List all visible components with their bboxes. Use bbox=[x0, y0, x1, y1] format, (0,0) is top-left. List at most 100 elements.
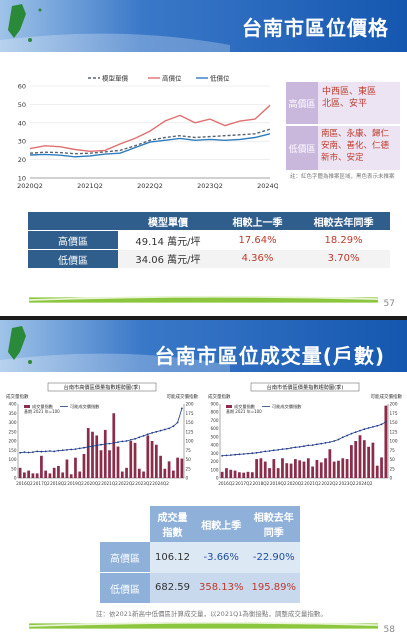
right-tick-label: 200 bbox=[390, 402, 398, 407]
price-index-point bbox=[324, 442, 327, 444]
legend-swatch bbox=[24, 405, 30, 408]
x-tick-label: 2023Q2 bbox=[339, 481, 356, 486]
price-index-point bbox=[221, 454, 224, 457]
volume-bar bbox=[367, 446, 370, 478]
x-tick-label: 2022Q2 bbox=[118, 481, 135, 486]
price-index-point bbox=[134, 437, 137, 440]
page-title: 台南市區位成交量(戶數) bbox=[154, 344, 385, 368]
price-index-point bbox=[337, 438, 340, 441]
volume-bar bbox=[311, 466, 314, 478]
volume-bar bbox=[40, 455, 43, 478]
legend-label: 成交量指數 bbox=[32, 403, 54, 410]
x-tick-label: 2021Q2 bbox=[101, 481, 118, 486]
volume-bar bbox=[167, 461, 171, 478]
price-index-point bbox=[36, 450, 39, 453]
right-tick-label: 125 bbox=[186, 429, 194, 434]
right-tick-label: 125 bbox=[390, 429, 398, 434]
volume-bar bbox=[116, 446, 120, 478]
right-tick-label: 100 bbox=[390, 439, 398, 444]
volume-bar bbox=[103, 429, 107, 478]
title-banner bbox=[0, 0, 407, 52]
volume-bar bbox=[23, 472, 26, 478]
region-low-label: 低價區 bbox=[286, 126, 318, 170]
price-index-point bbox=[176, 421, 179, 424]
price-index-point bbox=[95, 444, 98, 447]
price-index-point bbox=[238, 453, 241, 456]
price-index-point bbox=[333, 440, 336, 442]
price-index-point bbox=[372, 426, 374, 428]
volume-bar bbox=[289, 463, 293, 478]
volume-bar bbox=[233, 470, 237, 478]
price-index-point bbox=[277, 449, 280, 451]
left-tick-label: 0 bbox=[14, 476, 17, 481]
volume-bar bbox=[172, 470, 175, 478]
volume-bar bbox=[384, 405, 388, 478]
x-tick-label: 2017Q2 bbox=[33, 481, 50, 486]
price-index-point bbox=[303, 445, 305, 448]
price-index-point bbox=[307, 444, 310, 447]
price-index-point bbox=[285, 447, 288, 450]
volume-bar bbox=[276, 468, 280, 478]
volume-bar bbox=[112, 413, 116, 478]
cell-yoy: -22.90% bbox=[252, 551, 295, 563]
y-tick-label: 40 bbox=[18, 119, 26, 127]
price-index-point bbox=[264, 450, 267, 453]
price-index-point bbox=[23, 451, 26, 453]
price-index-point bbox=[146, 433, 149, 436]
left-tick-label: 350 bbox=[9, 411, 17, 416]
price-index-point bbox=[61, 449, 64, 452]
price-index-point bbox=[129, 439, 132, 441]
price-index-point bbox=[27, 451, 30, 454]
price-index-point bbox=[268, 450, 271, 452]
x-tick-label: 2020Q2 bbox=[17, 182, 43, 190]
price-index-point bbox=[19, 451, 21, 454]
price-index-point bbox=[163, 428, 166, 431]
price-index-point bbox=[251, 452, 254, 455]
price-index-point bbox=[87, 446, 90, 448]
volume-bar bbox=[341, 458, 345, 478]
taiwan-map-icon bbox=[8, 4, 42, 42]
price-index-point bbox=[74, 448, 77, 450]
volume-bar bbox=[69, 474, 73, 478]
left-tick-label: 250 bbox=[9, 429, 17, 434]
price-index-point bbox=[311, 444, 314, 446]
left-tick-label: 400 bbox=[211, 443, 219, 448]
title-banner bbox=[0, 320, 407, 372]
volume-bar bbox=[362, 440, 366, 478]
page-number: 58 bbox=[383, 625, 395, 635]
row-label: 高價區 bbox=[100, 542, 150, 573]
right-tick-label: 100 bbox=[186, 439, 194, 444]
volume-bar bbox=[380, 457, 383, 478]
x-tick-label: 2019Q2 bbox=[270, 481, 287, 486]
table-header-row: 成交量指數 相較上季 相較去年 同季 bbox=[100, 506, 300, 542]
x-tick-label: 2022Q2 bbox=[137, 182, 163, 190]
right-tick-label: 25 bbox=[186, 466, 192, 471]
left-axis-label: 成交量指數 bbox=[208, 393, 231, 400]
volume-bar bbox=[337, 460, 340, 478]
left-tick-label: 200 bbox=[9, 439, 17, 444]
region-low: 低價區 南區、永康、歸仁 安南、善化、仁德 新市、安定 bbox=[286, 126, 400, 170]
volume-bar bbox=[35, 473, 39, 479]
volume-bar bbox=[91, 431, 94, 478]
cell-qoq: 4.36% bbox=[241, 253, 274, 265]
cell-index: 682.59 bbox=[155, 582, 190, 594]
volume-bar bbox=[95, 435, 99, 478]
volume-bar bbox=[263, 461, 267, 478]
x-tick-label: 2024Q2 bbox=[152, 481, 169, 486]
price-index-point bbox=[341, 436, 344, 439]
volume-bar bbox=[163, 468, 167, 478]
volume-bar bbox=[129, 441, 133, 478]
base-note: 基期 2021 年=100 bbox=[226, 408, 262, 414]
price-index-point bbox=[100, 443, 102, 446]
price-index-point bbox=[151, 432, 154, 434]
volume-bar bbox=[31, 473, 35, 479]
volume-bar bbox=[133, 442, 137, 478]
volume-bar bbox=[48, 473, 52, 479]
price-index-point bbox=[320, 442, 323, 445]
left-tick-label: 200 bbox=[211, 459, 219, 464]
x-tick-label: 2016Q2 bbox=[218, 481, 235, 486]
base-note: 基期 2021 年=100 bbox=[24, 408, 60, 414]
left-tick-label: 700 bbox=[211, 418, 219, 423]
volume-bar bbox=[306, 458, 310, 478]
volume-note: 註：依2021新高中低價區計算成交量，以2021Q1為衡接點，調整成交量指數。 bbox=[96, 610, 327, 618]
